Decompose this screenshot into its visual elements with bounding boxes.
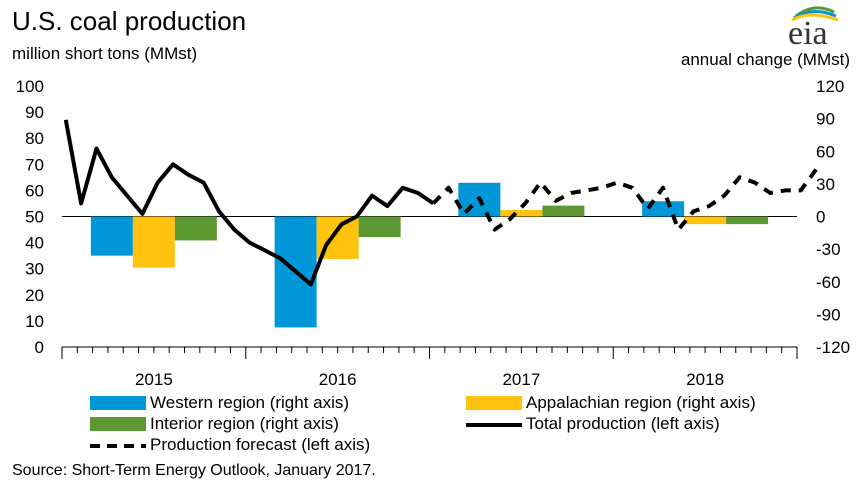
forecast-line	[431, 168, 818, 232]
left-tick-label: 60	[25, 181, 44, 200]
bar	[174, 216, 217, 241]
legend-swatch	[90, 417, 146, 431]
right-tick-label: -90	[816, 305, 841, 324]
right-tick-label: 30	[816, 175, 835, 194]
legend-item: Western region (right axis)	[90, 393, 349, 413]
bar	[684, 216, 727, 225]
legend-label: Appalachian region (right axis)	[526, 393, 756, 412]
left-tick-label: 100	[16, 77, 44, 96]
legend-item: Total production (left axis)	[466, 414, 720, 434]
x-tick-label: 2015	[135, 370, 173, 389]
source-note: Source: Short-Term Energy Outlook, Janua…	[12, 462, 376, 479]
chart-title: U.S. coal production	[12, 6, 247, 36]
line-series-group	[63, 119, 818, 287]
left-tick-label: 40	[25, 234, 44, 253]
right-tick-label: 90	[816, 110, 835, 129]
bar	[542, 205, 585, 217]
bar	[726, 216, 769, 225]
bar	[358, 216, 401, 238]
right-axis-title: annual change (MMst)	[680, 50, 850, 69]
legend-label: Western region (right axis)	[150, 393, 350, 412]
eia-logo: eia	[776, 2, 856, 55]
legend-item: Interior region (right axis)	[90, 414, 339, 434]
right-tick-label: -60	[816, 273, 841, 292]
legend-line-swatch	[90, 438, 146, 452]
bar	[132, 216, 175, 268]
left-tick-label: 70	[25, 155, 44, 174]
left-axis-unit-label: million short tons (MMst)	[12, 44, 198, 63]
legend-label: Production forecast (left axis)	[150, 435, 371, 454]
bar	[642, 201, 685, 217]
left-tick-label: 50	[25, 208, 44, 227]
eia-logo-text: eia	[788, 15, 828, 50]
eia-logo-icon: eia	[788, 6, 839, 52]
right-tick-label: 60	[816, 142, 835, 161]
legend-line-swatch	[466, 417, 522, 431]
legend-swatch	[90, 396, 146, 410]
left-tick-label: 20	[25, 286, 44, 305]
bar-series-group	[90, 182, 769, 328]
left-tick-label: 90	[25, 103, 44, 122]
right-tick-label: 120	[816, 77, 844, 96]
legend-label: Total production (left axis)	[526, 414, 720, 433]
left-tick-label: 0	[35, 338, 44, 357]
left-tick-label: 10	[25, 312, 44, 331]
bar	[90, 216, 133, 256]
legend-label: Interior region (right axis)	[150, 414, 339, 433]
left-tick-label: 80	[25, 129, 44, 148]
x-tick-label: 2016	[319, 370, 357, 389]
right-tick-label: -120	[816, 338, 850, 357]
bar	[500, 209, 543, 217]
legend-item: Appalachian region (right axis)	[466, 393, 756, 413]
right-tick-label: 0	[816, 208, 825, 227]
right-tick-label: -30	[816, 240, 841, 259]
total-production-line	[63, 119, 435, 287]
legend-swatch	[466, 396, 522, 410]
legend-item: Production forecast (left axis)	[90, 435, 370, 455]
x-tick-label: 2018	[686, 370, 724, 389]
x-tick-label: 2017	[502, 370, 540, 389]
left-tick-label: 30	[25, 260, 44, 279]
